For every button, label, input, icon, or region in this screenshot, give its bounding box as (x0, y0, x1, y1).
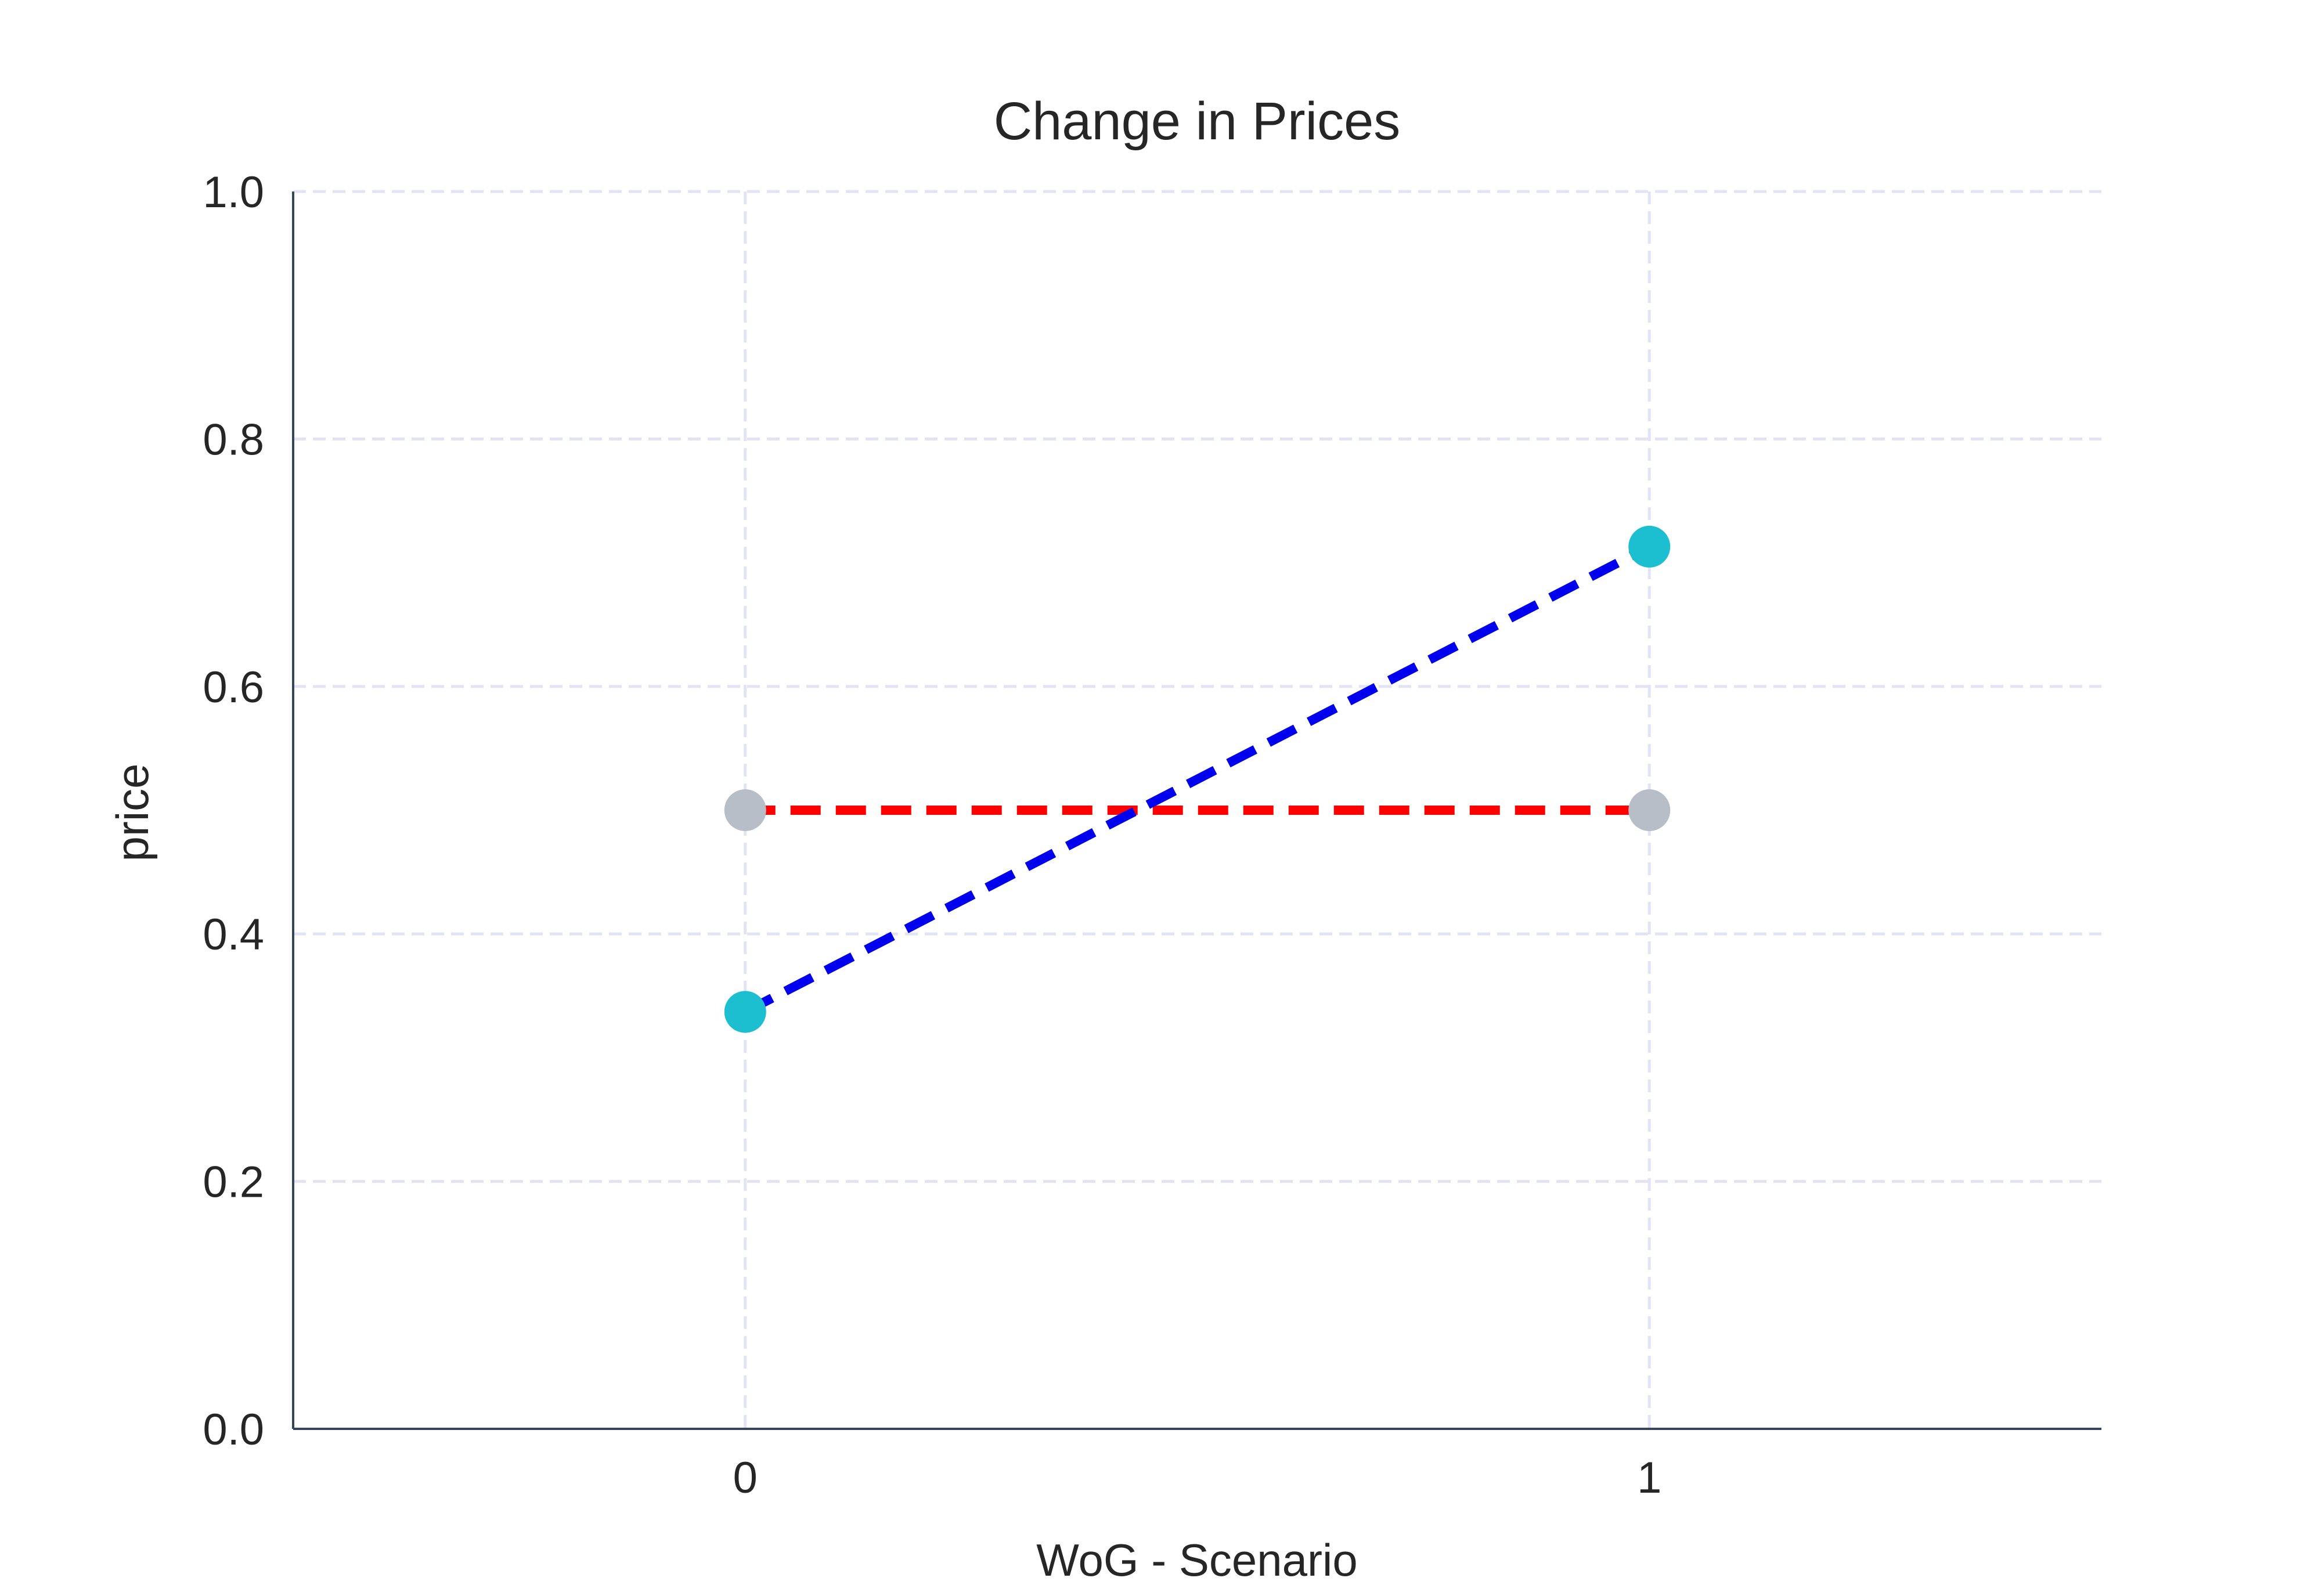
y-tick-label: 0.8 (203, 415, 264, 464)
data-point-marker (1628, 525, 1671, 568)
series-0 (724, 789, 1671, 831)
data-point-marker (724, 789, 766, 831)
axes-spines (292, 192, 2101, 1430)
data-point-marker (724, 991, 766, 1033)
gridlines (293, 190, 2101, 1429)
y-tick-label: 0.6 (203, 663, 264, 712)
x-tick-label: 1 (1637, 1453, 1661, 1503)
y-tick-label: 0.4 (203, 910, 264, 959)
chart-title: Change in Prices (994, 92, 1401, 151)
tick-labels: 0.0 0.2 0.4 0.6 0.8 1.0 0 1 (203, 168, 1661, 1503)
data-point-marker (1628, 789, 1671, 831)
y-tick-label: 0.2 (203, 1158, 264, 1207)
series-layer (724, 525, 1671, 1033)
y-tick-label: 1.0 (203, 168, 264, 217)
y-axis-label: price (107, 763, 158, 861)
y-tick-label: 0.0 (203, 1405, 264, 1454)
series-1 (724, 525, 1671, 1033)
x-tick-label: 0 (733, 1453, 758, 1503)
x-axis-label: WoG - Scenario (1036, 1534, 1357, 1586)
series-line (743, 542, 1652, 1016)
